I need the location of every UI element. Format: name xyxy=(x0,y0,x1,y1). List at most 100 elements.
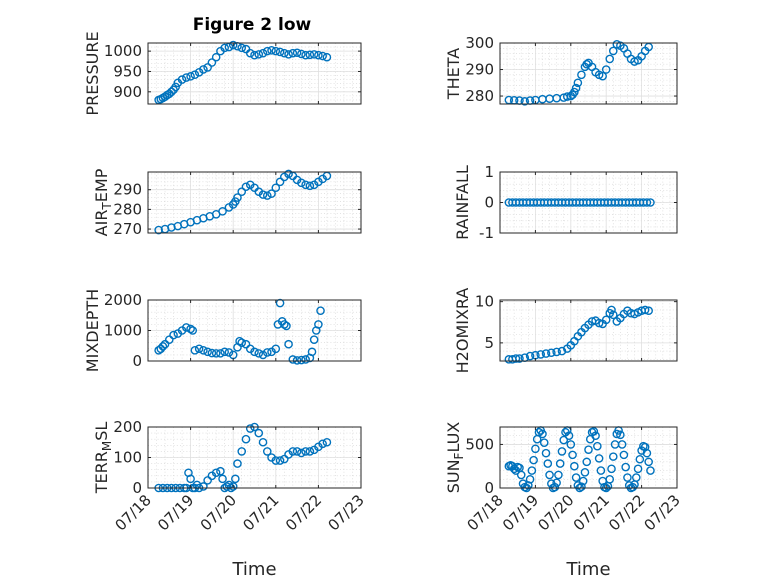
axes-frame xyxy=(499,426,678,489)
series-markers xyxy=(504,305,653,364)
data-point xyxy=(527,466,537,475)
data-point xyxy=(594,454,604,463)
data-point xyxy=(309,50,319,59)
data-point xyxy=(619,450,629,460)
data-point xyxy=(233,193,242,202)
data-point xyxy=(621,462,630,472)
data-point xyxy=(297,355,306,365)
data-point xyxy=(237,43,247,53)
data-point xyxy=(254,349,264,358)
data-point xyxy=(635,454,645,464)
y-axis-label: H2OMIXRA xyxy=(453,288,472,374)
data-point xyxy=(552,478,561,488)
data-point xyxy=(571,473,581,482)
data-point xyxy=(596,466,606,475)
data-point xyxy=(570,461,579,471)
data-point xyxy=(228,40,238,50)
series-markers xyxy=(154,169,332,235)
data-point xyxy=(633,464,643,474)
data-point xyxy=(224,348,234,357)
series-markers xyxy=(154,40,332,105)
y-tick-label: 280 xyxy=(465,87,494,105)
data-point xyxy=(211,468,221,478)
data-point xyxy=(307,347,317,357)
data-point xyxy=(292,356,302,365)
data-point xyxy=(566,440,576,449)
axes-background xyxy=(148,172,361,233)
y-tick-label: 1000 xyxy=(104,322,142,340)
data-point xyxy=(199,65,208,74)
data-point xyxy=(305,50,315,60)
y-tick-label: 100 xyxy=(113,449,142,467)
data-point xyxy=(301,355,310,364)
data-point xyxy=(158,342,168,351)
data-point xyxy=(292,48,302,58)
data-point xyxy=(160,339,170,349)
y-tick-label: 0 xyxy=(132,352,142,370)
data-point xyxy=(538,429,547,439)
data-point xyxy=(254,428,264,438)
data-point xyxy=(262,348,272,357)
axes-frame xyxy=(147,171,362,234)
y-axis-label: SUNFLUX xyxy=(444,422,466,494)
data-point xyxy=(203,476,212,485)
data-point xyxy=(280,454,289,464)
data-point xyxy=(275,298,285,308)
y-tick-label: 500 xyxy=(465,435,494,453)
data-point xyxy=(550,482,560,492)
axes-frame xyxy=(499,42,678,105)
data-point xyxy=(222,482,232,491)
data-point xyxy=(314,320,323,329)
data-point xyxy=(607,305,616,315)
data-point xyxy=(284,339,293,349)
data-point xyxy=(646,198,655,207)
data-point xyxy=(271,344,281,354)
data-point xyxy=(301,180,310,190)
data-point xyxy=(301,50,310,60)
data-point xyxy=(233,459,242,468)
x-tick-label: 07/20 xyxy=(534,491,577,534)
data-point xyxy=(554,470,563,480)
data-point xyxy=(309,335,319,344)
data-point xyxy=(262,447,272,456)
data-point xyxy=(578,476,588,486)
data-point xyxy=(520,97,530,106)
x-axis-label: Time xyxy=(231,559,276,580)
data-point xyxy=(254,50,264,59)
data-point xyxy=(186,72,195,81)
data-point xyxy=(607,464,616,474)
axes-background xyxy=(500,43,677,104)
data-point xyxy=(564,431,574,441)
y-tick-label: 1000 xyxy=(104,42,142,60)
data-point xyxy=(164,335,174,344)
data-point xyxy=(547,348,556,358)
data-point xyxy=(605,54,615,64)
data-point xyxy=(282,321,291,331)
data-point xyxy=(525,351,535,361)
data-point xyxy=(598,71,607,81)
data-point xyxy=(541,349,551,358)
data-point xyxy=(271,183,281,193)
data-point xyxy=(511,354,521,363)
data-point xyxy=(190,70,200,80)
data-point xyxy=(642,198,652,207)
data-point xyxy=(199,346,208,355)
y-tick-label: 5 xyxy=(484,334,494,352)
data-point xyxy=(262,46,272,56)
data-point xyxy=(288,447,298,456)
data-point xyxy=(529,455,538,465)
series-markers xyxy=(504,40,653,106)
y-tick-label: 2000 xyxy=(104,291,142,309)
data-point xyxy=(188,326,198,335)
data-point xyxy=(203,347,212,357)
data-point xyxy=(316,306,325,315)
y-tick-label: 290 xyxy=(465,61,494,79)
data-point xyxy=(284,50,293,59)
data-point xyxy=(182,73,191,82)
y-tick-label: 900 xyxy=(113,83,142,101)
data-point xyxy=(318,51,327,61)
data-point xyxy=(288,48,298,58)
data-point xyxy=(171,82,180,92)
